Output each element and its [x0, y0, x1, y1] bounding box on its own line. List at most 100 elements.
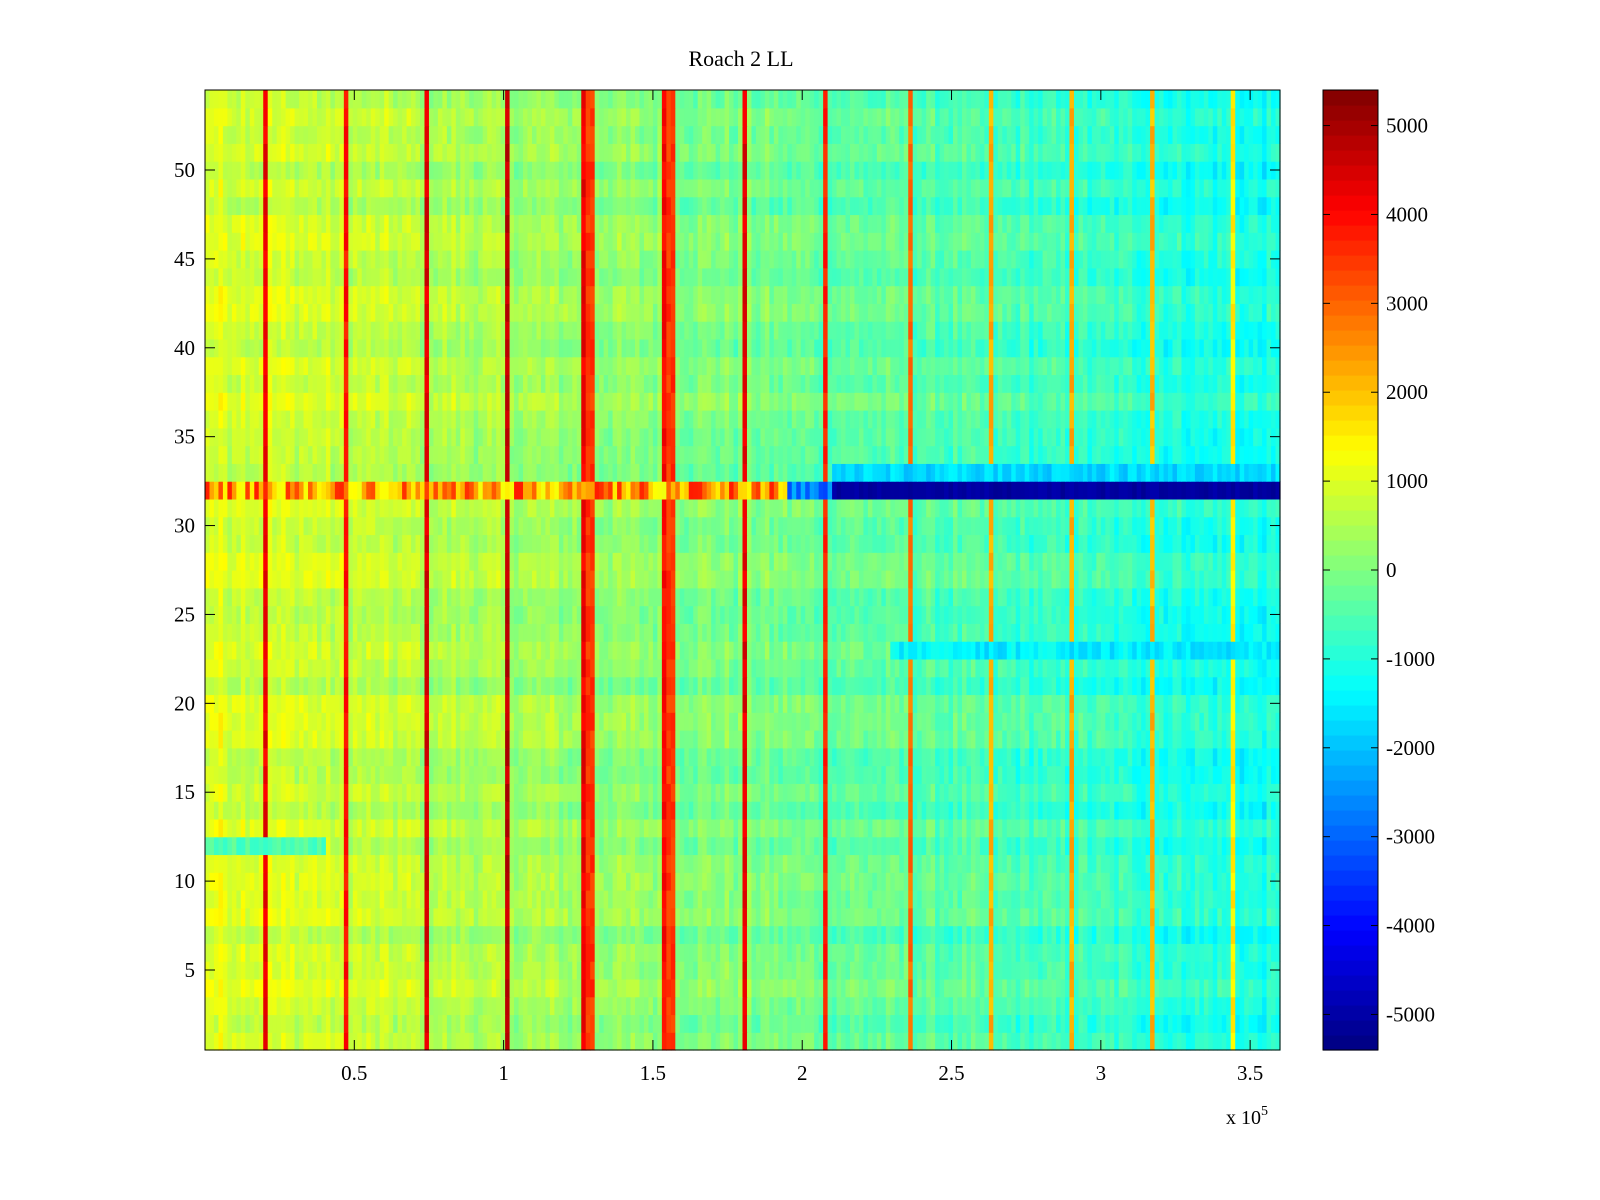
heatmap-cell — [755, 943, 762, 962]
heatmap-cell — [836, 996, 842, 1016]
heatmap-cell — [514, 747, 520, 767]
heatmap-cell — [231, 978, 237, 998]
heatmap-cell — [446, 943, 452, 962]
heatmap-cell — [558, 978, 564, 998]
heatmap-cell — [281, 765, 287, 784]
heatmap-cell — [778, 1014, 784, 1033]
heatmap-cell — [496, 1032, 502, 1051]
heatmap-cell — [240, 694, 246, 713]
heatmap-cell — [209, 1014, 215, 1033]
heatmap-cell — [491, 854, 497, 873]
heatmap-cell — [827, 1032, 833, 1051]
heatmap-cell — [1087, 854, 1093, 873]
heatmap-cell — [249, 872, 255, 891]
heatmap-cell — [939, 783, 945, 802]
heatmap-cell — [393, 943, 399, 962]
heatmap-cell — [545, 694, 551, 713]
heatmap-cell — [1226, 694, 1232, 713]
heatmap-cell — [894, 872, 900, 891]
heatmap-cell — [263, 961, 269, 980]
heatmap-cell — [778, 978, 784, 998]
heatmap-cell — [724, 907, 730, 927]
heatmap-cell — [321, 747, 327, 767]
heatmap-cell — [661, 694, 667, 713]
heatmap-cell — [1217, 712, 1223, 731]
heatmap-cell — [841, 907, 847, 927]
heatmap-cell — [867, 676, 873, 696]
heatmap-cell — [876, 872, 882, 891]
heatmap-cell — [652, 961, 658, 980]
heatmap-cell — [576, 890, 582, 909]
heatmap-cell — [272, 961, 278, 980]
heatmap-cell — [1096, 854, 1102, 873]
heatmap-cell — [348, 890, 354, 909]
heatmap-cell — [760, 872, 766, 891]
heatmap-cell — [572, 872, 578, 891]
heatmap-cell — [903, 747, 909, 767]
heatmap-cell — [1271, 747, 1277, 767]
heatmap-cell — [966, 694, 972, 713]
heatmap-cell — [746, 854, 753, 873]
heatmap-cell — [1024, 1032, 1030, 1051]
heatmap-cell — [388, 1014, 394, 1033]
heatmap-cell — [818, 996, 824, 1016]
heatmap-cell — [567, 854, 573, 873]
heatmap-cell — [464, 854, 470, 873]
heatmap-cell — [428, 996, 435, 1016]
heatmap-cell — [715, 996, 721, 1016]
heatmap-cell — [760, 996, 766, 1016]
heatmap-cell — [518, 961, 524, 980]
heatmap-cell — [352, 925, 358, 944]
heatmap-cell — [603, 730, 609, 749]
heatmap-cell — [281, 783, 287, 802]
heatmap-cell — [222, 961, 228, 980]
heatmap-cell — [670, 747, 676, 767]
heatmap-cell — [581, 747, 587, 767]
heatmap-cell — [1024, 676, 1030, 696]
heatmap-cell — [684, 818, 690, 838]
heatmap-cell — [693, 765, 699, 784]
heatmap-cell — [639, 925, 645, 944]
heatmap-cell — [688, 765, 694, 784]
heatmap-cell — [420, 890, 426, 909]
heatmap-cell — [764, 836, 770, 856]
heatmap-cell — [433, 854, 439, 873]
heatmap-cell — [1262, 765, 1268, 784]
heatmap-cell — [814, 676, 820, 696]
heatmap-cell — [303, 676, 309, 696]
heatmap-cell — [1123, 783, 1129, 802]
heatmap-cell — [944, 890, 950, 909]
heatmap-cell — [867, 996, 873, 1016]
heatmap-cell — [953, 978, 959, 998]
heatmap-cell — [1190, 996, 1196, 1016]
heatmap-cell — [1168, 925, 1174, 944]
heatmap-cell — [1226, 978, 1232, 998]
heatmap-cell — [1235, 694, 1241, 713]
heatmap-cell — [361, 907, 367, 927]
heatmap-cell — [509, 694, 515, 713]
heatmap-cell — [509, 996, 515, 1016]
heatmap-cell — [1056, 890, 1062, 909]
heatmap-cell — [339, 872, 345, 891]
heatmap-cell — [446, 694, 452, 713]
heatmap-cell — [899, 943, 905, 962]
heatmap-cell — [254, 872, 260, 891]
heatmap-cell — [469, 712, 475, 731]
heatmap-cell — [693, 783, 699, 802]
heatmap-cell — [1257, 978, 1263, 998]
heatmap-cell — [1100, 818, 1106, 838]
heatmap-cell — [1262, 872, 1268, 891]
heatmap-cell — [245, 872, 251, 891]
heatmap-cell — [1181, 801, 1187, 820]
heatmap-cell — [370, 801, 376, 820]
heatmap-cell — [572, 747, 578, 767]
heatmap-cell — [1100, 943, 1106, 962]
heatmap-cell — [437, 872, 443, 891]
heatmap-cell — [832, 961, 838, 980]
heatmap-cell — [988, 730, 994, 749]
heatmap-cell — [1114, 1014, 1120, 1033]
heatmap-cell — [464, 1014, 470, 1033]
heatmap-cell — [505, 943, 511, 962]
heatmap-cell — [581, 783, 587, 802]
heatmap-cell — [1159, 1032, 1165, 1051]
